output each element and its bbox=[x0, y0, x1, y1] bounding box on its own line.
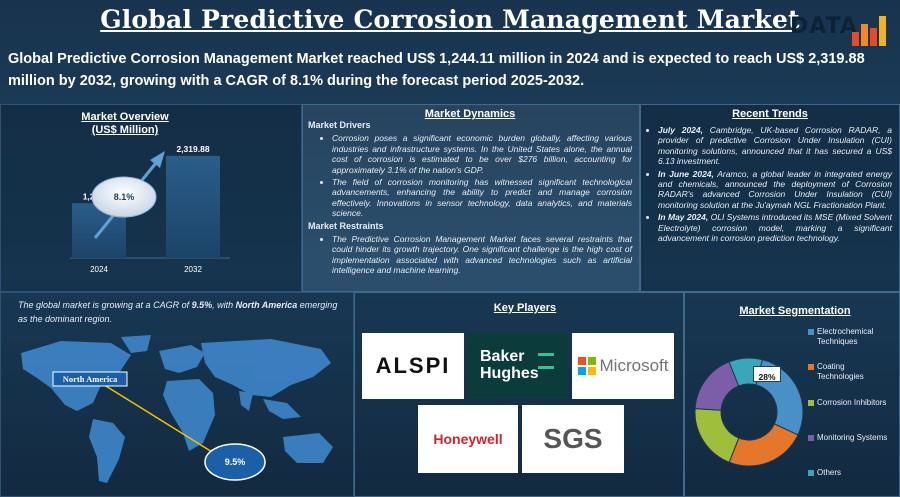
trend-lead: In May 2024, bbox=[658, 212, 709, 223]
trends-content: July 2024, Cambridge, UK-based Corrosion… bbox=[648, 125, 892, 245]
cagr-bubble bbox=[91, 176, 157, 218]
dynamics-panel bbox=[302, 104, 640, 292]
player-logo-alspi: ALSPI bbox=[362, 333, 464, 399]
map-africa bbox=[163, 379, 215, 451]
trends-title: Recent Trends bbox=[732, 108, 808, 120]
driver-item: Corrosion poses a significant economic b… bbox=[332, 133, 632, 175]
region-caption-c: emerging as the dominant region. bbox=[18, 300, 338, 324]
map-india bbox=[239, 391, 253, 411]
overview-bar-2032 bbox=[166, 155, 220, 258]
trend-item: July 2024, Cambridge, UK-based Corrosion… bbox=[658, 125, 892, 167]
drivers-heading: Market Drivers bbox=[308, 120, 371, 130]
map-south-america bbox=[89, 419, 125, 483]
player-baker-text: Baker bbox=[480, 348, 525, 365]
overview-bar-label-2032: 2,319.88 bbox=[176, 144, 209, 154]
overview-year-2032: 2032 bbox=[184, 265, 202, 274]
region-tag-box bbox=[52, 371, 128, 387]
trend-item: In May 2024, OLI Systems introduced its … bbox=[658, 212, 892, 243]
overview-title-line1: Market Overview bbox=[81, 111, 169, 123]
logo-text: DATA bbox=[790, 14, 858, 39]
region-bubble-label: 9.5% bbox=[225, 457, 246, 467]
dynamics-content: Market Drivers Corrosion poses a signifi… bbox=[308, 120, 632, 278]
brand-logo: DATA bbox=[790, 8, 890, 48]
segmentation-donut-chart bbox=[694, 357, 804, 467]
trends-panel bbox=[640, 104, 900, 292]
segmentation-title: Market Segmentation bbox=[739, 305, 851, 317]
map-asia bbox=[201, 339, 331, 397]
player-microsoft-text: Microsoft bbox=[599, 356, 669, 375]
region-bubble bbox=[204, 443, 266, 481]
baker-hughes-mark-icon bbox=[538, 353, 554, 369]
microsoft-squares-icon bbox=[577, 357, 596, 375]
player-sgs-text: SGS bbox=[543, 423, 603, 454]
players-title: Key Players bbox=[493, 302, 557, 314]
player-logo-sgs: SGS bbox=[522, 405, 624, 473]
growth-arrow-head bbox=[150, 151, 165, 168]
trend-text: OLI Systems introduced its MSE (Mixed So… bbox=[658, 212, 892, 244]
trend-lead: In June 2024, bbox=[658, 168, 714, 179]
intro-text: Global Predictive Corrosion Management M… bbox=[8, 51, 865, 89]
region-caption: The global market is growing at a CAGR o… bbox=[18, 298, 348, 326]
logo-bars-icon bbox=[850, 12, 890, 46]
trend-item: In June 2024, Aramco, a global leader in… bbox=[658, 169, 892, 211]
region-caption-a: The global market is growing at a CAGR o… bbox=[18, 300, 192, 310]
trend-text: Cambridge, UK-based Corrosion RADAR, a p… bbox=[658, 125, 893, 167]
player-hughes-text: Hughes bbox=[480, 365, 539, 382]
map-europe bbox=[159, 345, 205, 373]
region-caption-region: North America bbox=[235, 300, 298, 310]
trends-list: July 2024, Cambridge, UK-based Corrosion… bbox=[648, 125, 892, 243]
trend-lead: July 2024, bbox=[658, 125, 703, 135]
donut-label-box: 28% bbox=[753, 366, 781, 382]
player-logo-honeywell: Honeywell bbox=[418, 405, 518, 473]
donut-label: 28% bbox=[758, 372, 776, 382]
trend-text: Aramco, a global leader in integrated en… bbox=[658, 168, 892, 210]
restraints-heading: Market Restraints bbox=[308, 220, 384, 231]
region-caption-cagr: 9.5% bbox=[191, 300, 213, 310]
player-honeywell-text: Honeywell bbox=[433, 431, 503, 447]
player-logo-microsoft: Microsoft bbox=[572, 333, 674, 399]
overview-year-2024: 2024 bbox=[90, 265, 108, 274]
restraints-list: The Predictive Corrosion Management Mark… bbox=[308, 234, 632, 276]
region-link-arrow bbox=[100, 382, 218, 456]
overview-title: Market Overview (US$ Million) bbox=[60, 111, 190, 137]
dynamics-title: Market Dynamics bbox=[424, 108, 516, 120]
map-greenland bbox=[121, 335, 151, 353]
region-tag: North America bbox=[63, 374, 118, 384]
restraint-item: The Predictive Corrosion Management Mark… bbox=[332, 234, 632, 276]
cagr-label: 8.1% bbox=[114, 192, 135, 202]
region-caption-b: , with bbox=[212, 300, 236, 310]
overview-chart: 1,244.11 2,319.88 2024 2032 8.1% bbox=[70, 144, 230, 274]
drivers-list: Corrosion poses a significant economic b… bbox=[308, 133, 632, 218]
overview-title-line2: (US$ Million) bbox=[91, 124, 159, 136]
map-australia bbox=[283, 433, 333, 463]
player-alspi-text: ALSPI bbox=[375, 353, 451, 378]
map-southeast-asia bbox=[263, 399, 301, 419]
page-title: Global Predictive Corrosion Management M… bbox=[100, 5, 800, 34]
player-logo-baker-hughes: Baker Hughes bbox=[468, 333, 568, 399]
driver-item: The field of corrosion monitoring has wi… bbox=[332, 177, 632, 219]
donut-slice bbox=[728, 423, 799, 467]
world-map: 9.5% North America bbox=[21, 335, 333, 483]
donut-slice bbox=[694, 408, 740, 463]
